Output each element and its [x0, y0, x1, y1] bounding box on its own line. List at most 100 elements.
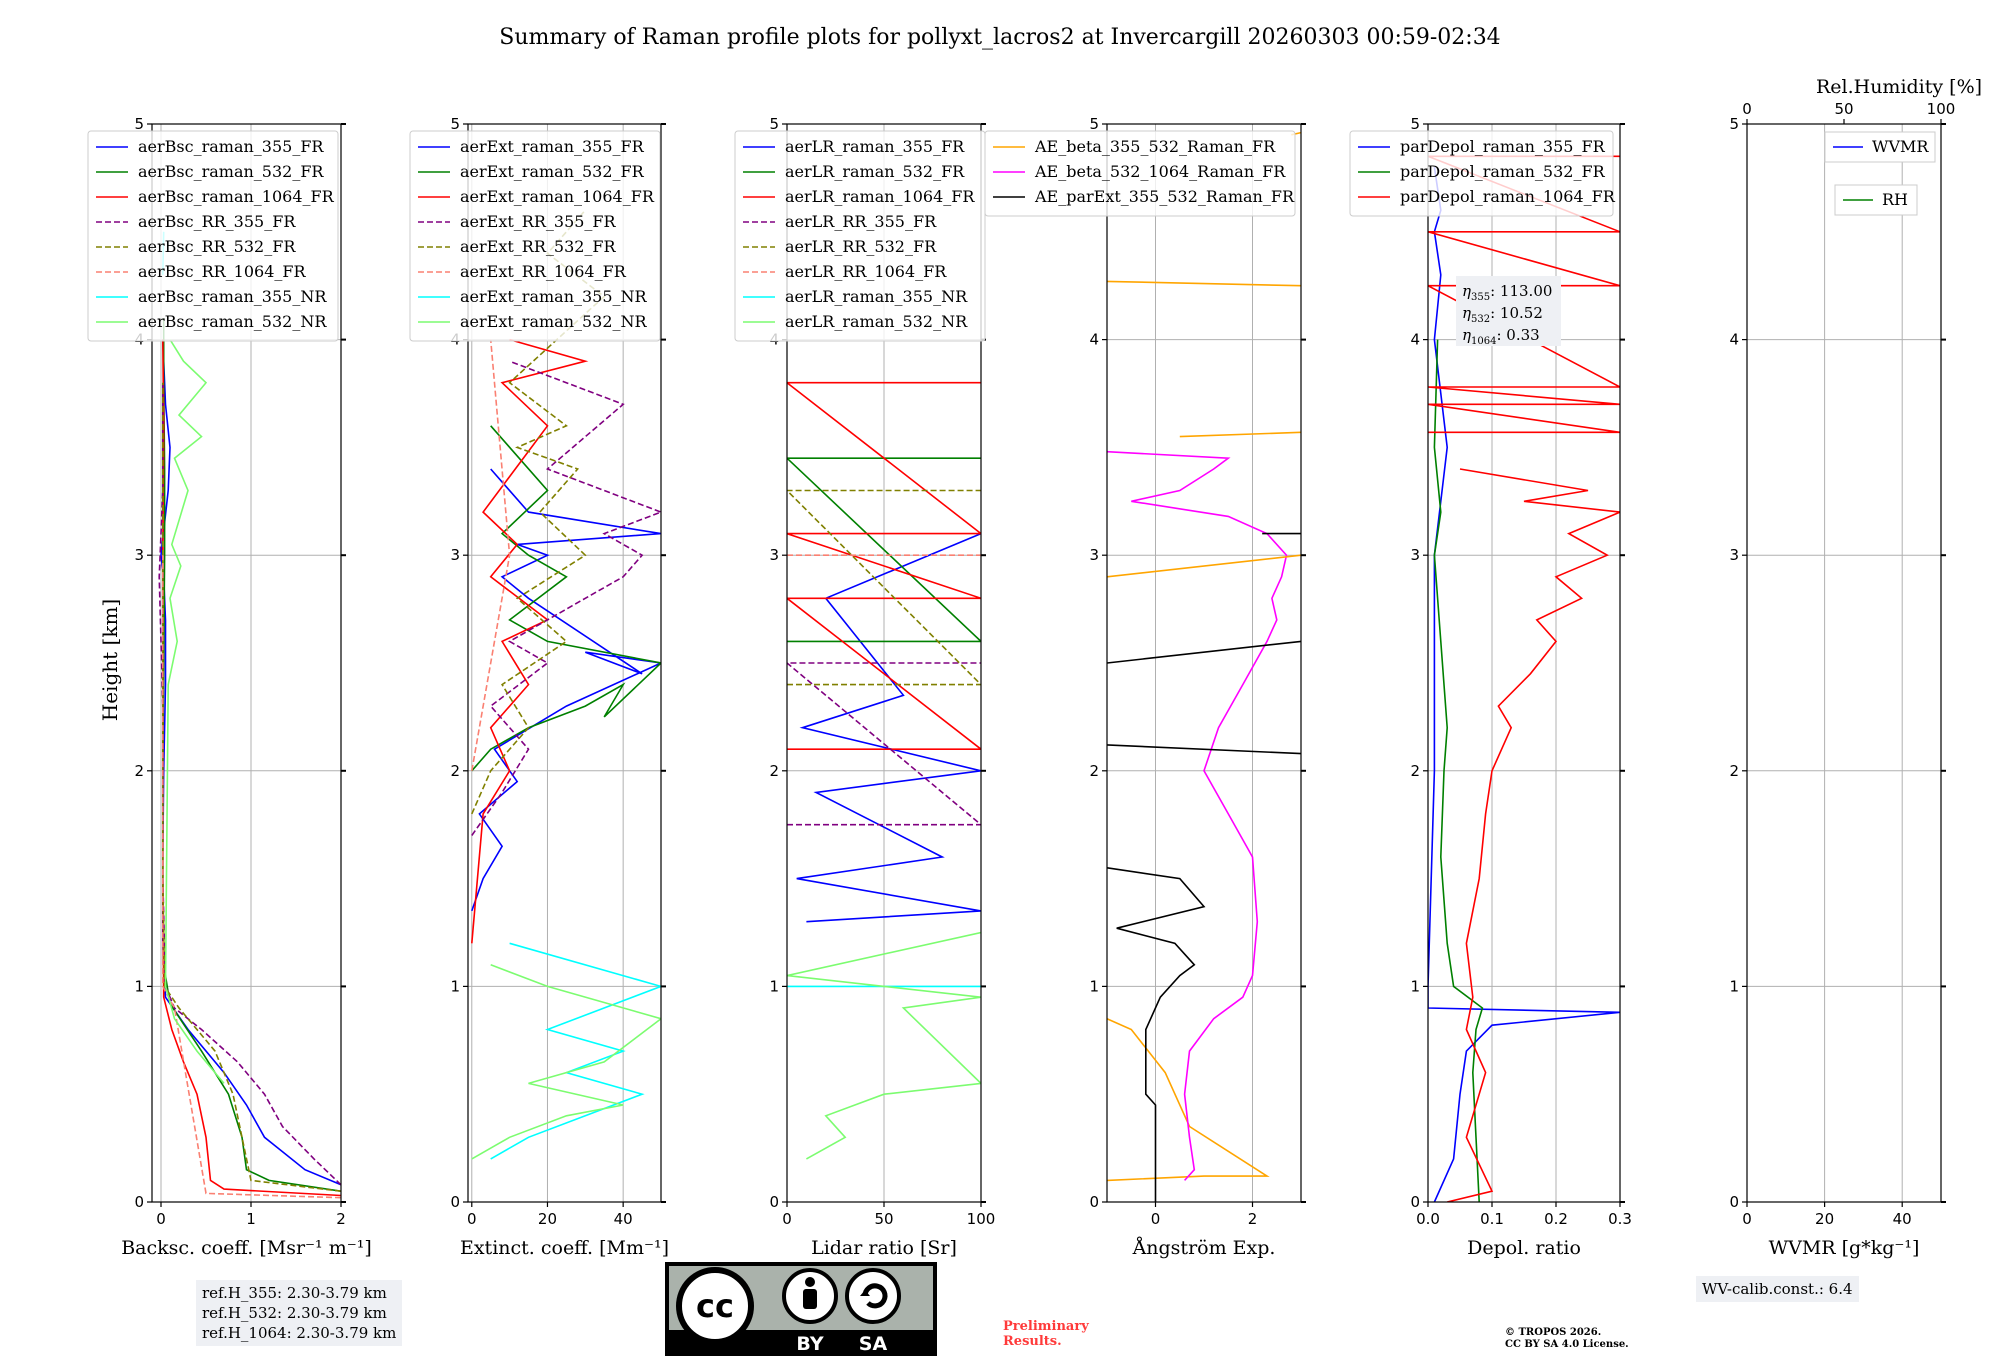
legend-box: [87, 130, 339, 342]
series-aerExt_RR_532_FR: [471, 209, 606, 815]
legend-label: aerLR_raman_532_NR: [785, 312, 968, 331]
y-tick-label: 2: [1089, 762, 1099, 780]
y-tick-label: 3: [1729, 546, 1739, 564]
y-tick-label: 5: [1089, 115, 1099, 133]
wv-calib-box: WV-calib.const.: 6.4: [1696, 1276, 1859, 1302]
x-tick-label: 0: [1742, 1210, 1752, 1228]
legend-bsc: aerBsc_raman_355_FR aerBsc_raman_532_FRae…: [87, 130, 339, 342]
y-tick-label: 0: [450, 1193, 460, 1211]
x-tick-label: 20: [1815, 1210, 1834, 1228]
y-tick-label: 3: [1089, 546, 1099, 564]
y-tick-label: 3: [134, 546, 144, 564]
legend-label: AE_beta_355_532_Raman_FR: [1034, 137, 1276, 156]
axes-frame: [151, 123, 342, 1203]
x-axis-label: Backsc. coeff. [Msr⁻¹ m⁻¹]: [121, 1237, 372, 1259]
series-AE_black_upper: [1107, 744, 1301, 755]
x-tick-label: 2: [336, 1210, 346, 1228]
series-aerLR_raman_532_NR: [787, 931, 981, 1160]
legend-label: parDepol_raman_532_FR: [1400, 162, 1606, 181]
legend-ae: AE_beta_355_532_Raman_FR AE_beta_532_1064…: [984, 130, 1296, 217]
legend-label: aerBsc_RR_1064_FR: [138, 262, 307, 281]
legend-label: aerBsc_raman_355_FR: [138, 137, 324, 156]
legend-ext: aerExt_raman_355_FR aerExt_raman_532_FRae…: [409, 130, 661, 342]
cc-by-sa-badge: cc BY SA: [665, 1262, 937, 1356]
legend-label: aerBsc_raman_532_NR: [138, 312, 327, 331]
series-aerExt_raman_355_NR: [490, 942, 661, 1160]
legend-label: aerExt_raman_1064_FR: [460, 187, 655, 206]
x-tick-label: 100: [967, 1210, 996, 1228]
x-tick-label: 0: [782, 1210, 792, 1228]
svg-text:cc: cc: [696, 1287, 734, 1325]
legend-label: aerLR_raman_532_FR: [785, 162, 965, 181]
legend-label: aerLR_RR_532_FR: [785, 237, 937, 256]
x-tick-label: 0: [156, 1210, 166, 1228]
series-aerExt_raman_532_NR: [471, 964, 661, 1160]
legend-label: aerBsc_RR_355_FR: [138, 212, 296, 231]
legend-label: aerBsc_raman_1064_FR: [138, 187, 335, 206]
legend-label: aerExt_RR_1064_FR: [460, 262, 627, 281]
eta-box: η355: 113.00 η532: 10.52 η1064: 0.33: [1456, 276, 1561, 347]
y-tick-label: 5: [1729, 115, 1739, 133]
axes-frame: [1106, 123, 1302, 1203]
series-group: [1428, 155, 1620, 1202]
x-tick-label: 40: [614, 1210, 633, 1228]
series-AE_orange_upper3: [1107, 280, 1301, 287]
y-tick-label: 3: [450, 546, 460, 564]
y-tick-label: 0: [1410, 1193, 1420, 1211]
legend-label: AE_parExt_355_532_Raman_FR: [1034, 187, 1295, 206]
series-aerBsc_raman_532_NR: [164, 339, 225, 1084]
panel-lr: 012345050100Lidar ratio [Sr]aerLR_raman_…: [734, 115, 996, 1259]
eta-532: η532: 10.52: [1462, 304, 1543, 325]
legend-label: RH: [1882, 190, 1908, 209]
series-aerBsc_RR_532_FR: [162, 382, 341, 1192]
legend-label: aerLR_RR_355_FR: [785, 212, 937, 231]
series-aerExt_RR_355_FR: [471, 360, 661, 836]
y-tick-label: 0: [769, 1193, 779, 1211]
axes-frame: [1427, 123, 1621, 1203]
y-tick-label: 0: [1729, 1193, 1739, 1211]
legend-label: parDepol_raman_355_FR: [1400, 137, 1606, 156]
y-tick-label: 2: [1729, 762, 1739, 780]
series-aerBsc_RR_1064_FR: [162, 555, 341, 1199]
series-parDepol_raman_532_FR: [1433, 339, 1484, 1202]
profile-panels: 012345012Backsc. coeff. [Msr⁻¹ m⁻¹]aerBs…: [87, 76, 1982, 1259]
series-group: [1107, 131, 1301, 1202]
y-tick-label: 2: [134, 762, 144, 780]
y-tick-label: 1: [134, 977, 144, 995]
top-tick-label: 0: [1742, 100, 1752, 118]
y-tick-label: 0: [1089, 1193, 1099, 1211]
series-parDepol_raman_355_FR: [1428, 166, 1620, 1202]
x-tick-label: 50: [874, 1210, 893, 1228]
svg-text:BY: BY: [796, 1333, 823, 1355]
x-tick-label: 0: [1151, 1210, 1161, 1228]
legend-label: aerLR_RR_1064_FR: [785, 262, 947, 281]
series-aerExt_raman_1064_FR: [471, 338, 589, 944]
series-aerLR_raman_1064_FR: [787, 381, 981, 751]
series-AE_orange_upper2: [1179, 431, 1301, 438]
x-tick-label: 1: [246, 1210, 256, 1228]
legend-box: [734, 130, 986, 342]
series-group: [787, 381, 981, 1160]
eta-355: η355: 113.00: [1462, 282, 1552, 303]
y-tick-label: 0: [134, 1193, 144, 1211]
eta-1064: η1064: 0.33: [1462, 326, 1540, 347]
x-tick-label: 0.3: [1608, 1210, 1632, 1228]
panel-ext: 01234502040Extinct. coeff. [Mm⁻¹]aerExt_…: [409, 115, 669, 1259]
x-axis-label: Extinct. coeff. [Mm⁻¹]: [460, 1237, 669, 1259]
y-tick-label: 5: [450, 115, 460, 133]
series-aerExt_raman_355_FR: [471, 468, 661, 912]
legend-label: aerBsc_raman_355_NR: [138, 287, 327, 306]
series-aerBsc_raman_1064_FR: [162, 339, 341, 1197]
y-tick-label: 1: [769, 977, 779, 995]
legend-depol: parDepol_raman_355_FR parDepol_raman_532_…: [1349, 130, 1616, 217]
series-aerLR_raman_355_FR: [796, 532, 981, 923]
series-AE_parExt_355_532_Raman_FR: [1107, 867, 1206, 1202]
y-tick-label: 4: [1089, 331, 1099, 349]
legend-rh: RH: [1834, 184, 1918, 216]
y-tick-label: 1: [1089, 977, 1099, 995]
legend-label: aerExt_RR_532_FR: [460, 237, 617, 256]
reference-height-box: ref.H_355: 2.30-3.79 km ref.H_532: 2.30-…: [196, 1280, 403, 1346]
axes-frame: [467, 123, 662, 1203]
legend-box: [984, 130, 1296, 217]
